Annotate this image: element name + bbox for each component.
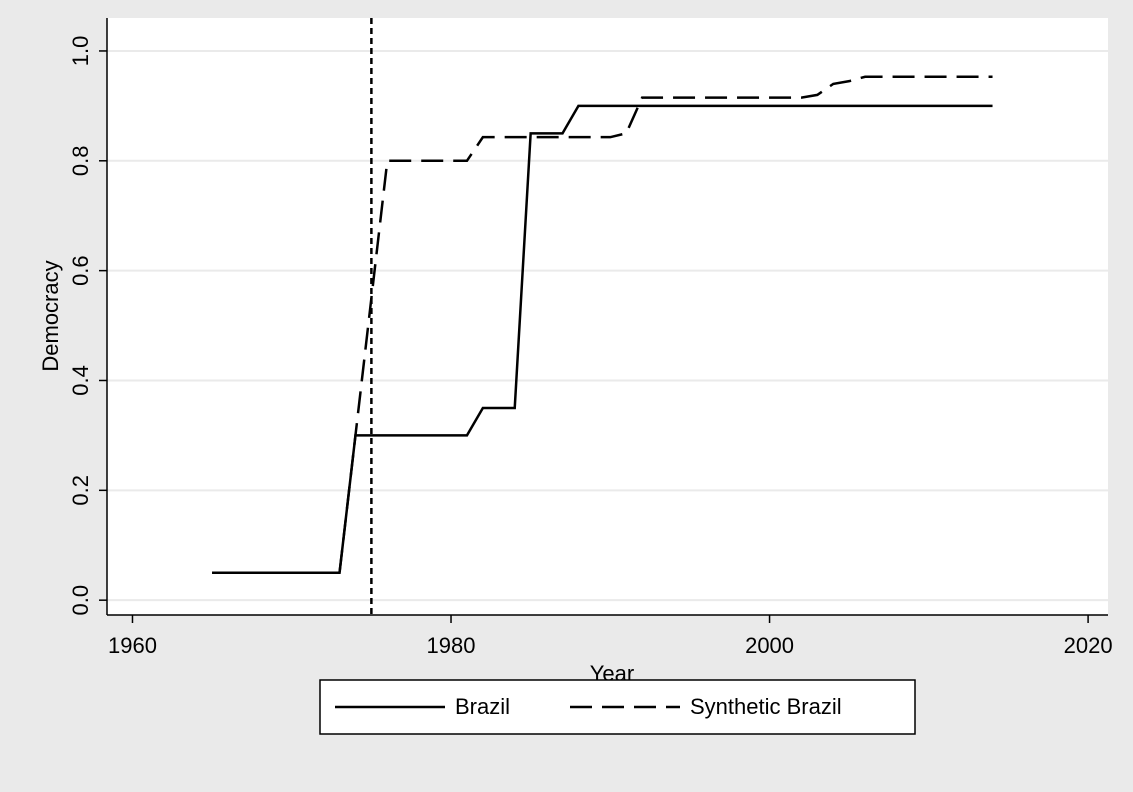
y-tick-label: 0.0 <box>68 585 93 616</box>
series-line <box>212 104 993 574</box>
y-tick-label: 0.2 <box>68 475 93 506</box>
legend-label: Brazil <box>455 694 510 719</box>
x-tick-label: 2020 <box>1064 633 1113 658</box>
y-tick-label: 1.0 <box>68 36 93 67</box>
y-tick-label: 0.6 <box>68 255 93 286</box>
y-tick-label: 0.8 <box>68 145 93 176</box>
legend-label: Synthetic Brazil <box>690 694 842 719</box>
y-axis-title: Democracy <box>38 260 63 371</box>
y-tick-label: 0.4 <box>68 365 93 396</box>
x-tick-label: 1960 <box>108 633 157 658</box>
x-tick-label: 1980 <box>427 633 476 658</box>
plot-area <box>107 18 1108 615</box>
series-line <box>212 75 993 574</box>
x-tick-label: 2000 <box>745 633 794 658</box>
